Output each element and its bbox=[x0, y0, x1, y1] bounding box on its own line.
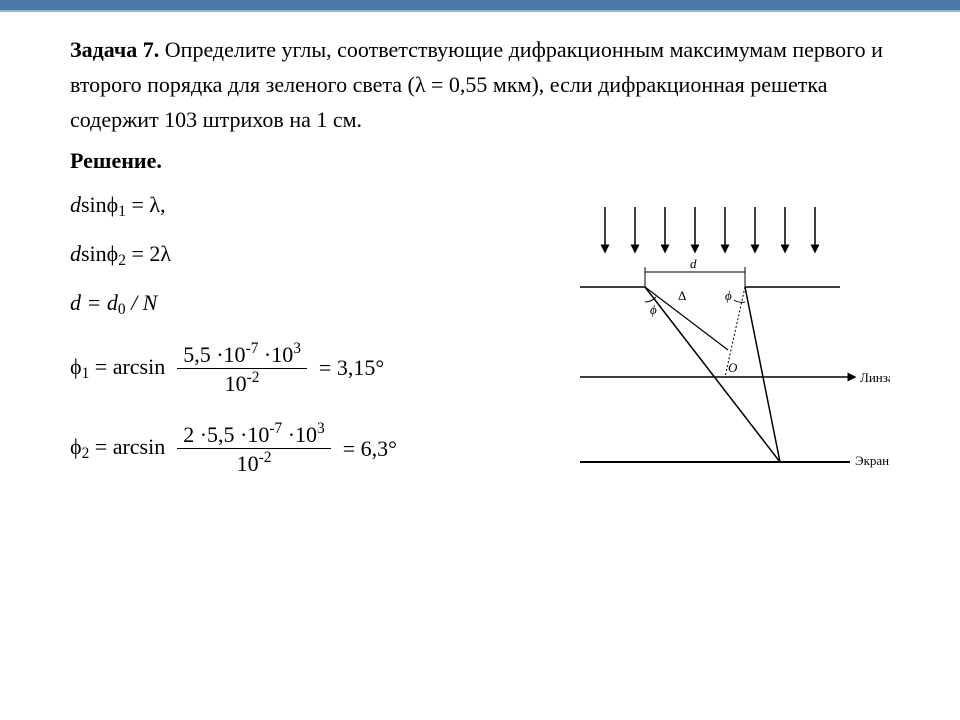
label-d: d bbox=[690, 256, 697, 271]
label-screen: Экран bbox=[855, 453, 889, 468]
fraction-2: 2 ·5,5 ·10-7 ·103 10-2 bbox=[177, 420, 331, 478]
equation-3: d = d0 / N bbox=[70, 290, 510, 319]
problem-title: Задача 7. bbox=[70, 37, 159, 62]
label-delta: Δ bbox=[678, 288, 686, 303]
label-O: O bbox=[728, 360, 738, 375]
label-phi-right: ϕ bbox=[725, 288, 732, 303]
label-lens: Линза bbox=[860, 370, 890, 385]
solution-row: dsinϕ1 = λ, dsinϕ2 = 2λ d = d0 / N ϕ1 = … bbox=[70, 192, 890, 500]
solution-heading: Решение. bbox=[70, 148, 890, 174]
page-content: Задача 7. Определите углы, соответствующ… bbox=[0, 12, 960, 500]
top-accent-bar bbox=[0, 0, 960, 12]
problem-body: Определите углы, соответствующие дифракц… bbox=[70, 37, 883, 132]
equation-1: dsinϕ1 = λ, bbox=[70, 192, 510, 221]
equation-2: dsinϕ2 = 2λ bbox=[70, 241, 510, 270]
fraction-1: 5,5 ·10-7 ·103 10-2 bbox=[177, 340, 307, 398]
equations-block: dsinϕ1 = λ, dsinϕ2 = 2λ d = d0 / N ϕ1 = … bbox=[70, 192, 510, 500]
equation-phi2: ϕ2 = arcsin 2 ·5,5 ·10-7 ·103 10-2 = 6,3… bbox=[70, 420, 397, 478]
problem-statement: Задача 7. Определите углы, соответствующ… bbox=[70, 32, 890, 138]
equation-phi1: ϕ1 = arcsin 5,5 ·10-7 ·103 10-2 = 3,15° bbox=[70, 340, 384, 398]
label-phi-left: ϕ bbox=[650, 302, 657, 317]
diffraction-diagram: d Δ ϕ ϕ Линза O Экра bbox=[550, 192, 890, 497]
incoming-rays bbox=[605, 207, 815, 252]
